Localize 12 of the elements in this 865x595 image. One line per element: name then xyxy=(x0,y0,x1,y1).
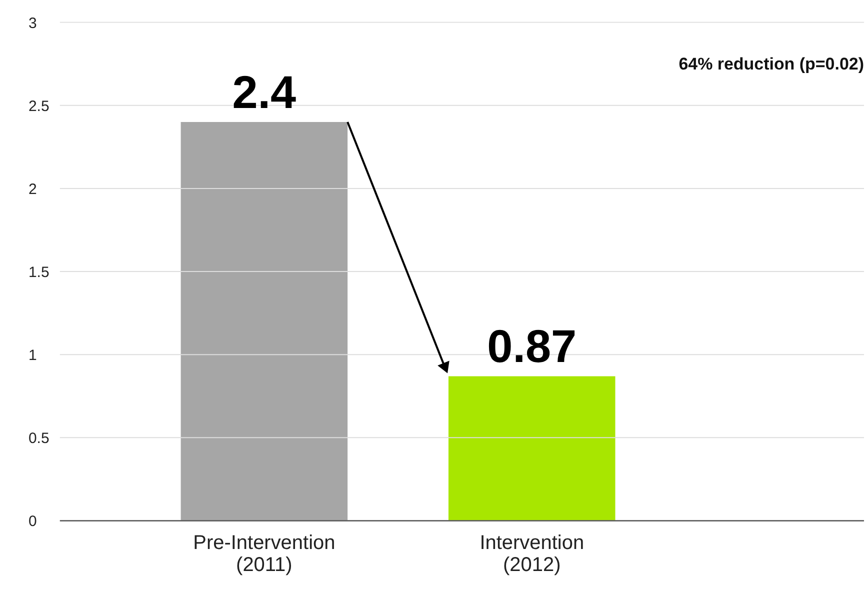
y-tick-label: 0 xyxy=(28,513,37,530)
data-label: 0.87 xyxy=(487,320,577,372)
y-tick-label: 0.5 xyxy=(28,430,50,448)
x-tick-label: Intervention (2012) xyxy=(480,532,584,576)
annotation: 64% reduction (p=0.02) xyxy=(678,54,864,74)
y-tick-label: 1.5 xyxy=(28,264,50,282)
x-tick-label: Pre-Intervention (2011) xyxy=(193,532,336,576)
y-tick-label: 1 xyxy=(28,347,37,364)
y-tick-label: 2.5 xyxy=(28,98,50,115)
y-tick-label: 3 xyxy=(28,14,37,32)
data-label: 2.4 xyxy=(232,66,297,118)
y-tick-label: 2 xyxy=(28,180,37,198)
